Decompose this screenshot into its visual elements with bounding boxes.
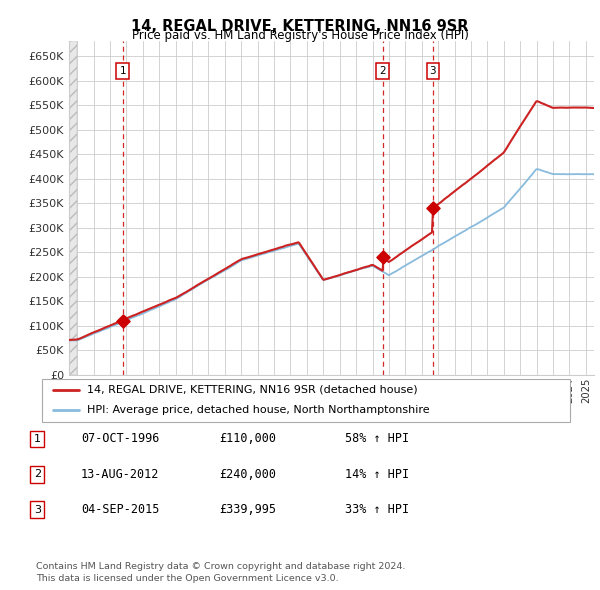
Text: 3: 3 [430, 65, 436, 76]
Text: Contains HM Land Registry data © Crown copyright and database right 2024.
This d: Contains HM Land Registry data © Crown c… [36, 562, 406, 583]
Text: 2: 2 [34, 470, 41, 479]
Text: 2: 2 [379, 65, 386, 76]
Text: £240,000: £240,000 [219, 468, 276, 481]
Polygon shape [69, 41, 77, 375]
Text: £110,000: £110,000 [219, 432, 276, 445]
Text: 13-AUG-2012: 13-AUG-2012 [81, 468, 160, 481]
Text: 14, REGAL DRIVE, KETTERING, NN16 9SR: 14, REGAL DRIVE, KETTERING, NN16 9SR [131, 19, 469, 34]
Point [428, 204, 437, 213]
Text: 04-SEP-2015: 04-SEP-2015 [81, 503, 160, 516]
Text: 07-OCT-1996: 07-OCT-1996 [81, 432, 160, 445]
Text: 14% ↑ HPI: 14% ↑ HPI [345, 468, 409, 481]
Text: 33% ↑ HPI: 33% ↑ HPI [345, 503, 409, 516]
Text: HPI: Average price, detached house, North Northamptonshire: HPI: Average price, detached house, Nort… [87, 405, 430, 415]
Text: 1: 1 [119, 65, 126, 76]
Text: £339,995: £339,995 [219, 503, 276, 516]
Text: 58% ↑ HPI: 58% ↑ HPI [345, 432, 409, 445]
Point [378, 253, 388, 262]
Point [118, 316, 127, 326]
FancyBboxPatch shape [42, 379, 570, 422]
Text: Price paid vs. HM Land Registry's House Price Index (HPI): Price paid vs. HM Land Registry's House … [131, 30, 469, 42]
Text: 14, REGAL DRIVE, KETTERING, NN16 9SR (detached house): 14, REGAL DRIVE, KETTERING, NN16 9SR (de… [87, 385, 418, 395]
Text: 1: 1 [34, 434, 41, 444]
Text: 3: 3 [34, 505, 41, 514]
